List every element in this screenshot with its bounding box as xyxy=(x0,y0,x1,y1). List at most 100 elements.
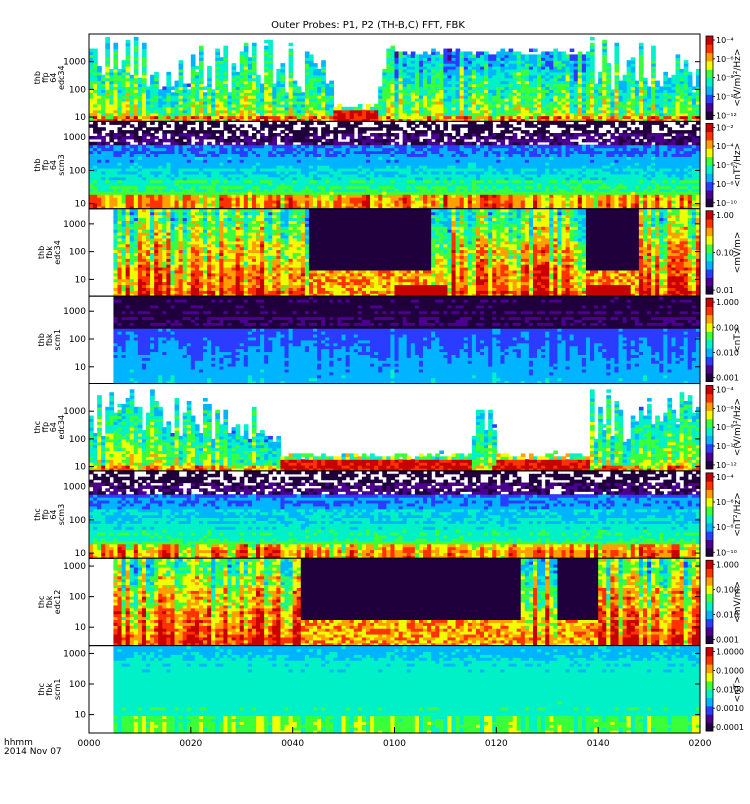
spectrogram-cell xyxy=(671,75,676,79)
spectrogram-cell xyxy=(476,51,481,55)
spectrogram-cell xyxy=(170,92,175,96)
spectrogram-cell xyxy=(382,69,387,73)
spectrogram-cell xyxy=(179,124,184,128)
spectrogram-cell xyxy=(236,72,241,76)
spectrogram-cell xyxy=(215,136,220,140)
spectrogram-cell xyxy=(301,121,306,125)
spectrogram-cell xyxy=(460,51,465,55)
spectrogram-cell xyxy=(252,127,257,131)
spectrogram-cell xyxy=(256,130,261,134)
spectrogram-cell xyxy=(126,142,131,146)
spectrogram-cell xyxy=(223,139,228,143)
spectrogram-cell xyxy=(553,49,558,53)
spectrogram-cell xyxy=(134,37,139,41)
spectrogram-cell xyxy=(362,110,367,114)
spectrogram-cell xyxy=(358,127,363,131)
spectrogram-cell xyxy=(627,60,632,64)
spectrogram-cell xyxy=(488,54,493,58)
spectrogram-cell xyxy=(525,54,530,58)
spectrogram-cell xyxy=(411,51,416,55)
spectrogram-cell xyxy=(122,130,127,134)
spectrogram-cell xyxy=(517,51,522,55)
spectrogram-cell xyxy=(354,145,359,149)
spectrogram-cell xyxy=(537,54,542,58)
spectrogram-cell xyxy=(260,84,265,88)
colorbar-tick-label: 10⁻⁸ xyxy=(716,74,734,83)
spectrogram-cell xyxy=(93,142,98,146)
spectrogram-cell xyxy=(346,107,351,111)
spectrogram-cell xyxy=(423,51,428,55)
spectrogram-cell xyxy=(659,86,664,90)
spectrogram-cell xyxy=(162,86,167,90)
colorbar-tick-label: 10⁻¹² xyxy=(716,111,737,120)
spectrogram-cell xyxy=(386,49,391,53)
spectrogram-cell xyxy=(183,142,188,146)
spectrogram-cell xyxy=(285,92,290,96)
spectrogram-cell xyxy=(191,127,196,131)
spectrogram-cell xyxy=(289,43,294,47)
spectrogram-cell xyxy=(395,51,400,55)
spectrogram-cell xyxy=(126,130,131,134)
spectrogram-cell xyxy=(264,136,269,140)
spectrogram-cell xyxy=(264,46,269,50)
spectrogram-cell xyxy=(256,139,261,143)
spectrogram-cell xyxy=(215,130,220,134)
spectrogram-cell xyxy=(105,142,110,146)
spectrogram-cell xyxy=(350,124,355,128)
spectrogram-cell xyxy=(468,51,473,55)
spectrogram-cell xyxy=(223,46,228,50)
spectrogram-cell xyxy=(134,127,139,131)
spectrogram-cell xyxy=(586,51,591,55)
spectrogram-cell xyxy=(130,124,135,128)
spectrogram-cell xyxy=(301,92,306,96)
spectrogram-cell xyxy=(113,43,118,47)
spectrogram-cell xyxy=(382,139,387,143)
spectrogram-cell xyxy=(195,130,200,134)
spectrogram-cell xyxy=(374,121,379,125)
spectrogram-cell xyxy=(191,54,196,58)
spectrogram-cell xyxy=(162,145,167,149)
colorbar-swatch xyxy=(706,53,713,62)
spectrogram-cell xyxy=(109,69,114,73)
spectrogram-cell xyxy=(142,43,147,47)
spectrogram-cell xyxy=(342,130,347,134)
panel-label-line: edc34 xyxy=(57,65,66,90)
spectrogram-cell xyxy=(305,121,310,125)
spectrogram-cell xyxy=(329,81,334,85)
spectrogram-cell xyxy=(162,121,167,125)
spectrogram-cell xyxy=(191,145,196,149)
spectrogram-cell xyxy=(496,51,501,55)
spectrogram-cell xyxy=(211,121,216,125)
spectrogram-cell xyxy=(688,72,693,76)
spectrogram-cell xyxy=(89,49,94,53)
spectrogram-cell xyxy=(313,127,318,131)
spectrogram-cell xyxy=(346,121,351,125)
spectrogram-cell xyxy=(280,63,285,67)
spectrogram-cell xyxy=(293,121,298,125)
spectrogram-cell xyxy=(321,121,326,125)
spectrogram-cells xyxy=(89,121,701,209)
spectrogram-cell xyxy=(692,92,697,96)
spectrogram-cell xyxy=(309,139,314,143)
spectrogram-cell xyxy=(676,54,681,58)
spectrogram-cell xyxy=(297,145,302,149)
spectrogram-cell xyxy=(146,86,151,90)
spectrogram-cell xyxy=(570,54,575,58)
spectrogram-cell xyxy=(602,40,607,44)
spectrogram-cell xyxy=(623,75,628,79)
spectrogram-cell xyxy=(207,127,212,131)
spectrogram-cell xyxy=(154,127,159,131)
spectrogram-cell xyxy=(260,121,265,125)
spectrogram-cell xyxy=(199,46,204,50)
spectrogram-cell xyxy=(362,127,367,131)
spectrogram-cell xyxy=(118,121,123,125)
spectrogram-cell xyxy=(354,121,359,125)
spectrogram-cell xyxy=(500,49,505,53)
colorbar-swatch xyxy=(706,94,713,103)
spectrogram-cell xyxy=(456,49,461,53)
spectrogram-cell xyxy=(354,139,359,143)
spectrogram-cell xyxy=(276,124,281,128)
spectrogram-cell xyxy=(317,145,322,149)
